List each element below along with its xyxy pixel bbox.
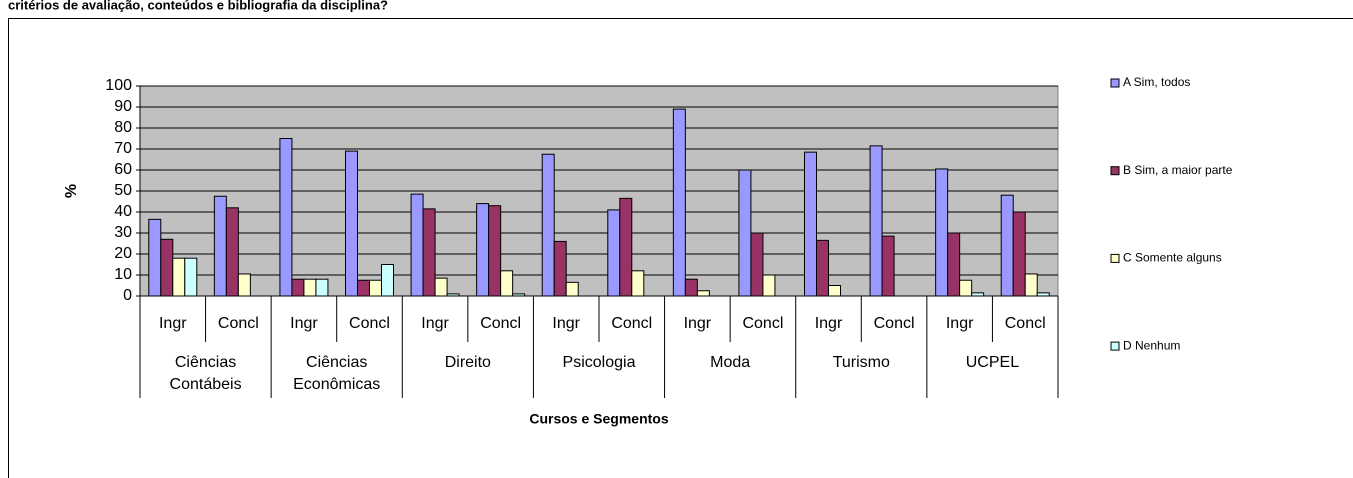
group-label: Moda — [710, 354, 751, 371]
group-label: Psicologia — [562, 354, 636, 371]
legend-swatch — [1110, 253, 1120, 263]
y-tick-label: 60 — [114, 161, 132, 178]
bar — [357, 279, 370, 297]
bar — [303, 278, 317, 297]
x-tick-label: Ingr — [290, 315, 318, 332]
y-tick-label: 100 — [105, 77, 132, 94]
y-tick-label: 30 — [114, 224, 132, 241]
group-label: UCPEL — [965, 354, 1020, 371]
legend-swatch — [1110, 341, 1120, 351]
bar — [500, 270, 514, 297]
legend-label: B Sim, a maior parte — [1123, 163, 1233, 177]
bar — [553, 240, 567, 297]
y-tick-label: 40 — [114, 203, 132, 220]
x-tick-label: Concl — [611, 315, 652, 332]
bar — [1036, 292, 1050, 297]
legend-label: A Sim, todos — [1123, 75, 1190, 89]
bar — [804, 151, 817, 297]
bar — [947, 232, 961, 297]
bar — [160, 238, 174, 297]
x-tick-label: Concl — [218, 315, 259, 332]
bar — [172, 257, 186, 297]
y-tick-label: 20 — [114, 245, 132, 262]
legend-swatch — [1110, 78, 1120, 88]
bar — [213, 195, 227, 297]
bar — [410, 193, 424, 297]
group-label: Ciências Econômicas — [293, 354, 381, 393]
bar — [959, 279, 973, 297]
x-tick-label: Ingr — [421, 315, 449, 332]
x-tick-label: Ingr — [815, 315, 843, 332]
x-tick-label: Ingr — [552, 315, 580, 332]
x-tick-label: Concl — [349, 315, 390, 332]
bar — [279, 138, 293, 297]
bar — [672, 108, 686, 297]
y-axis-label: % — [63, 184, 80, 198]
bar — [369, 279, 382, 297]
bar — [971, 292, 985, 297]
x-tick-label: Concl — [1005, 315, 1046, 332]
group-label: Ciências Contábeis — [169, 354, 242, 393]
bar — [750, 232, 764, 297]
y-tick-label: 50 — [114, 182, 132, 199]
bar — [476, 203, 490, 297]
y-tick-label: 90 — [114, 98, 132, 115]
bar — [869, 145, 883, 297]
bar — [828, 285, 841, 297]
x-tick-label: Ingr — [946, 315, 974, 332]
bar — [225, 207, 239, 297]
x-tick-label: Concl — [874, 315, 915, 332]
bar — [434, 277, 448, 297]
x-tick-label: Concl — [480, 315, 521, 332]
bar — [881, 235, 895, 297]
bar — [565, 281, 579, 297]
x-tick-label: Concl — [742, 315, 783, 332]
bar — [184, 257, 198, 297]
bar — [1012, 211, 1026, 297]
bar — [935, 168, 949, 297]
bar — [1000, 194, 1014, 297]
bar — [1024, 273, 1038, 297]
bar — [345, 150, 358, 297]
y-tick-label: 70 — [114, 140, 132, 157]
bar — [422, 208, 436, 297]
bar — [446, 293, 460, 297]
legend-label: D Nenhum — [1123, 338, 1180, 352]
bar — [619, 197, 633, 297]
bar — [816, 239, 829, 297]
group-label: Direito — [444, 354, 491, 371]
x-axis-label: Cursos e Segmentos — [529, 411, 668, 427]
bar — [631, 270, 645, 297]
group-label: Turismo — [832, 354, 890, 371]
y-tick-label: 0 — [123, 287, 132, 304]
x-tick-label: Ingr — [684, 315, 712, 332]
y-tick-label: 10 — [114, 266, 132, 283]
x-tick-label: Ingr — [159, 315, 187, 332]
bar — [607, 209, 621, 297]
chart-title: critérios de avaliação, conteúdos e bibl… — [8, 0, 388, 12]
bar — [315, 278, 329, 297]
bar — [512, 293, 526, 297]
bar — [488, 205, 502, 297]
bar — [762, 274, 776, 297]
bar — [291, 278, 305, 297]
bar — [738, 169, 752, 297]
legend-swatch — [1110, 166, 1120, 176]
y-tick-label: 80 — [114, 119, 132, 136]
bar — [541, 153, 555, 297]
bar — [684, 278, 698, 297]
bar — [237, 273, 251, 297]
bar — [696, 290, 710, 297]
bar — [148, 218, 162, 297]
bar — [381, 264, 394, 297]
legend-label: C Somente alguns — [1123, 251, 1222, 265]
